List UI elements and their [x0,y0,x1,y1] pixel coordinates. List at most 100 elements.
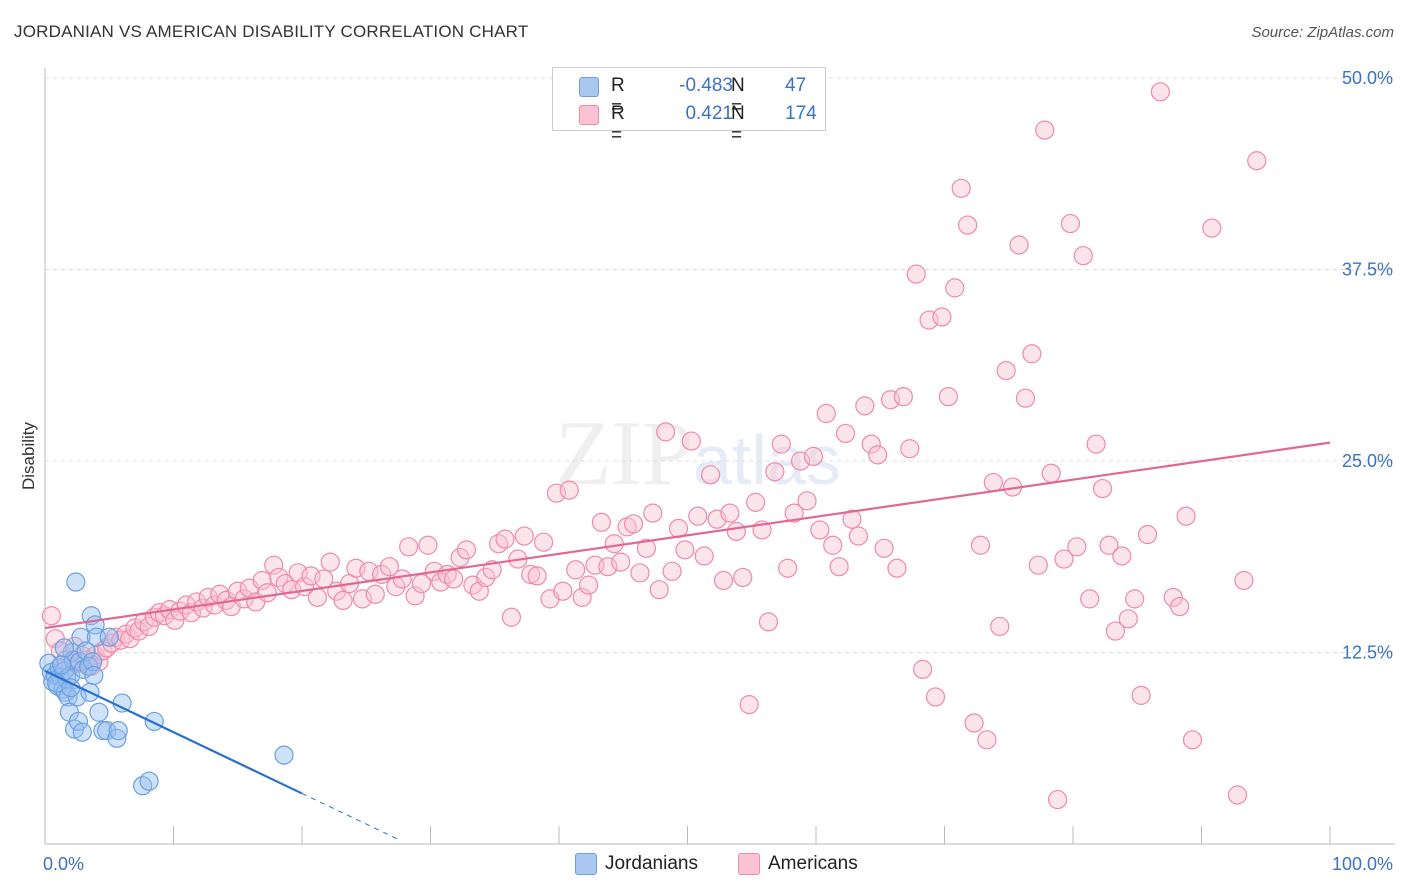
american-point [848,526,869,546]
r-value: -0.483 [679,75,733,96]
american-point [746,492,766,512]
american-point [1118,609,1138,629]
y-tick-label: 50.0% [1342,68,1393,88]
american-point [1041,463,1061,483]
n-value: 174 [785,103,817,124]
american-point [604,534,624,554]
american-point [855,396,875,416]
american-point [392,569,412,589]
american-point [739,694,759,715]
jordanian-point [72,722,92,742]
american-point [887,558,907,578]
american-point [1247,151,1267,171]
jordanians-swatch [575,853,597,875]
american-point [1137,524,1158,545]
jordanians-trend-line [44,669,303,795]
american-point [1054,549,1074,569]
american-point [333,590,353,611]
american-point [559,480,579,500]
american-point [893,387,913,407]
american-point [720,503,740,523]
american-point [758,612,779,632]
jordanian-point [89,702,109,722]
american-point [1086,434,1106,454]
bottom-legend-label: Jordanians [605,853,698,874]
american-point [1105,621,1126,641]
jordanian-point [52,655,72,675]
american-point [521,564,541,584]
american-point [810,520,830,540]
americans-swatch [738,853,760,875]
american-point [553,581,573,601]
american-point [476,567,496,588]
american-point [861,434,881,454]
american-point [129,621,149,641]
american-point [874,538,894,558]
watermark-atlas: atlas [693,421,841,499]
n-label: N = [731,103,745,146]
jordanian-point [108,721,128,741]
american-point [906,264,926,284]
american-point [514,526,534,546]
american-point [996,361,1016,381]
jordanian-point [66,572,86,592]
american-point [983,472,1003,493]
american-point [456,540,477,560]
jordanian-point [139,771,159,791]
american-point [527,566,547,586]
american-point [41,606,62,626]
american-point [932,307,952,327]
american-point [733,567,753,588]
american-point [1060,213,1081,234]
american-point [405,586,425,606]
bottom-legend-label: Americans [768,853,858,874]
american-point [713,570,734,591]
american-point [630,563,650,583]
american-point [257,583,277,603]
american-point [1170,596,1190,617]
american-point [591,512,612,532]
r-label: R = [611,103,625,146]
american-point [418,535,438,555]
jordanian-point [144,711,164,732]
american-point [913,659,933,679]
american-point [649,580,669,600]
r-label: R = [611,75,625,118]
american-point [778,558,798,578]
jordanian-point [61,678,81,698]
y-tick-label: 12.5% [1342,643,1393,663]
american-point [1234,570,1254,591]
y-axis-label: Disability [19,421,38,490]
american-point [1035,120,1055,140]
american-point [379,557,399,577]
american-point [1150,82,1170,102]
american-point [623,514,644,534]
american-point [1028,555,1048,575]
jordanians-trend-extension [301,792,399,840]
n-label: N = [731,75,745,118]
y-tick-label: 25.0% [1342,451,1393,471]
american-point [1227,785,1248,805]
american-point [307,587,328,607]
american-point [1015,388,1036,408]
american-point [829,557,849,577]
x-tick-label: 100.0% [1332,854,1393,874]
american-point [662,561,682,581]
american-point [868,445,888,465]
american-point [501,607,522,627]
american-point [572,587,592,607]
american-point [790,451,811,471]
american-point [1099,535,1119,555]
american-point [264,555,284,575]
american-point [598,557,618,577]
american-point [675,540,695,560]
y-tick-label: 37.5% [1342,260,1393,280]
american-point [958,215,978,235]
jordanian-point [68,711,89,732]
american-point [1067,537,1087,557]
x-tick-label: 0.0% [43,854,84,874]
american-point [1092,478,1113,499]
american-point [816,403,836,424]
american-point [1080,589,1100,609]
american-point [636,538,656,558]
